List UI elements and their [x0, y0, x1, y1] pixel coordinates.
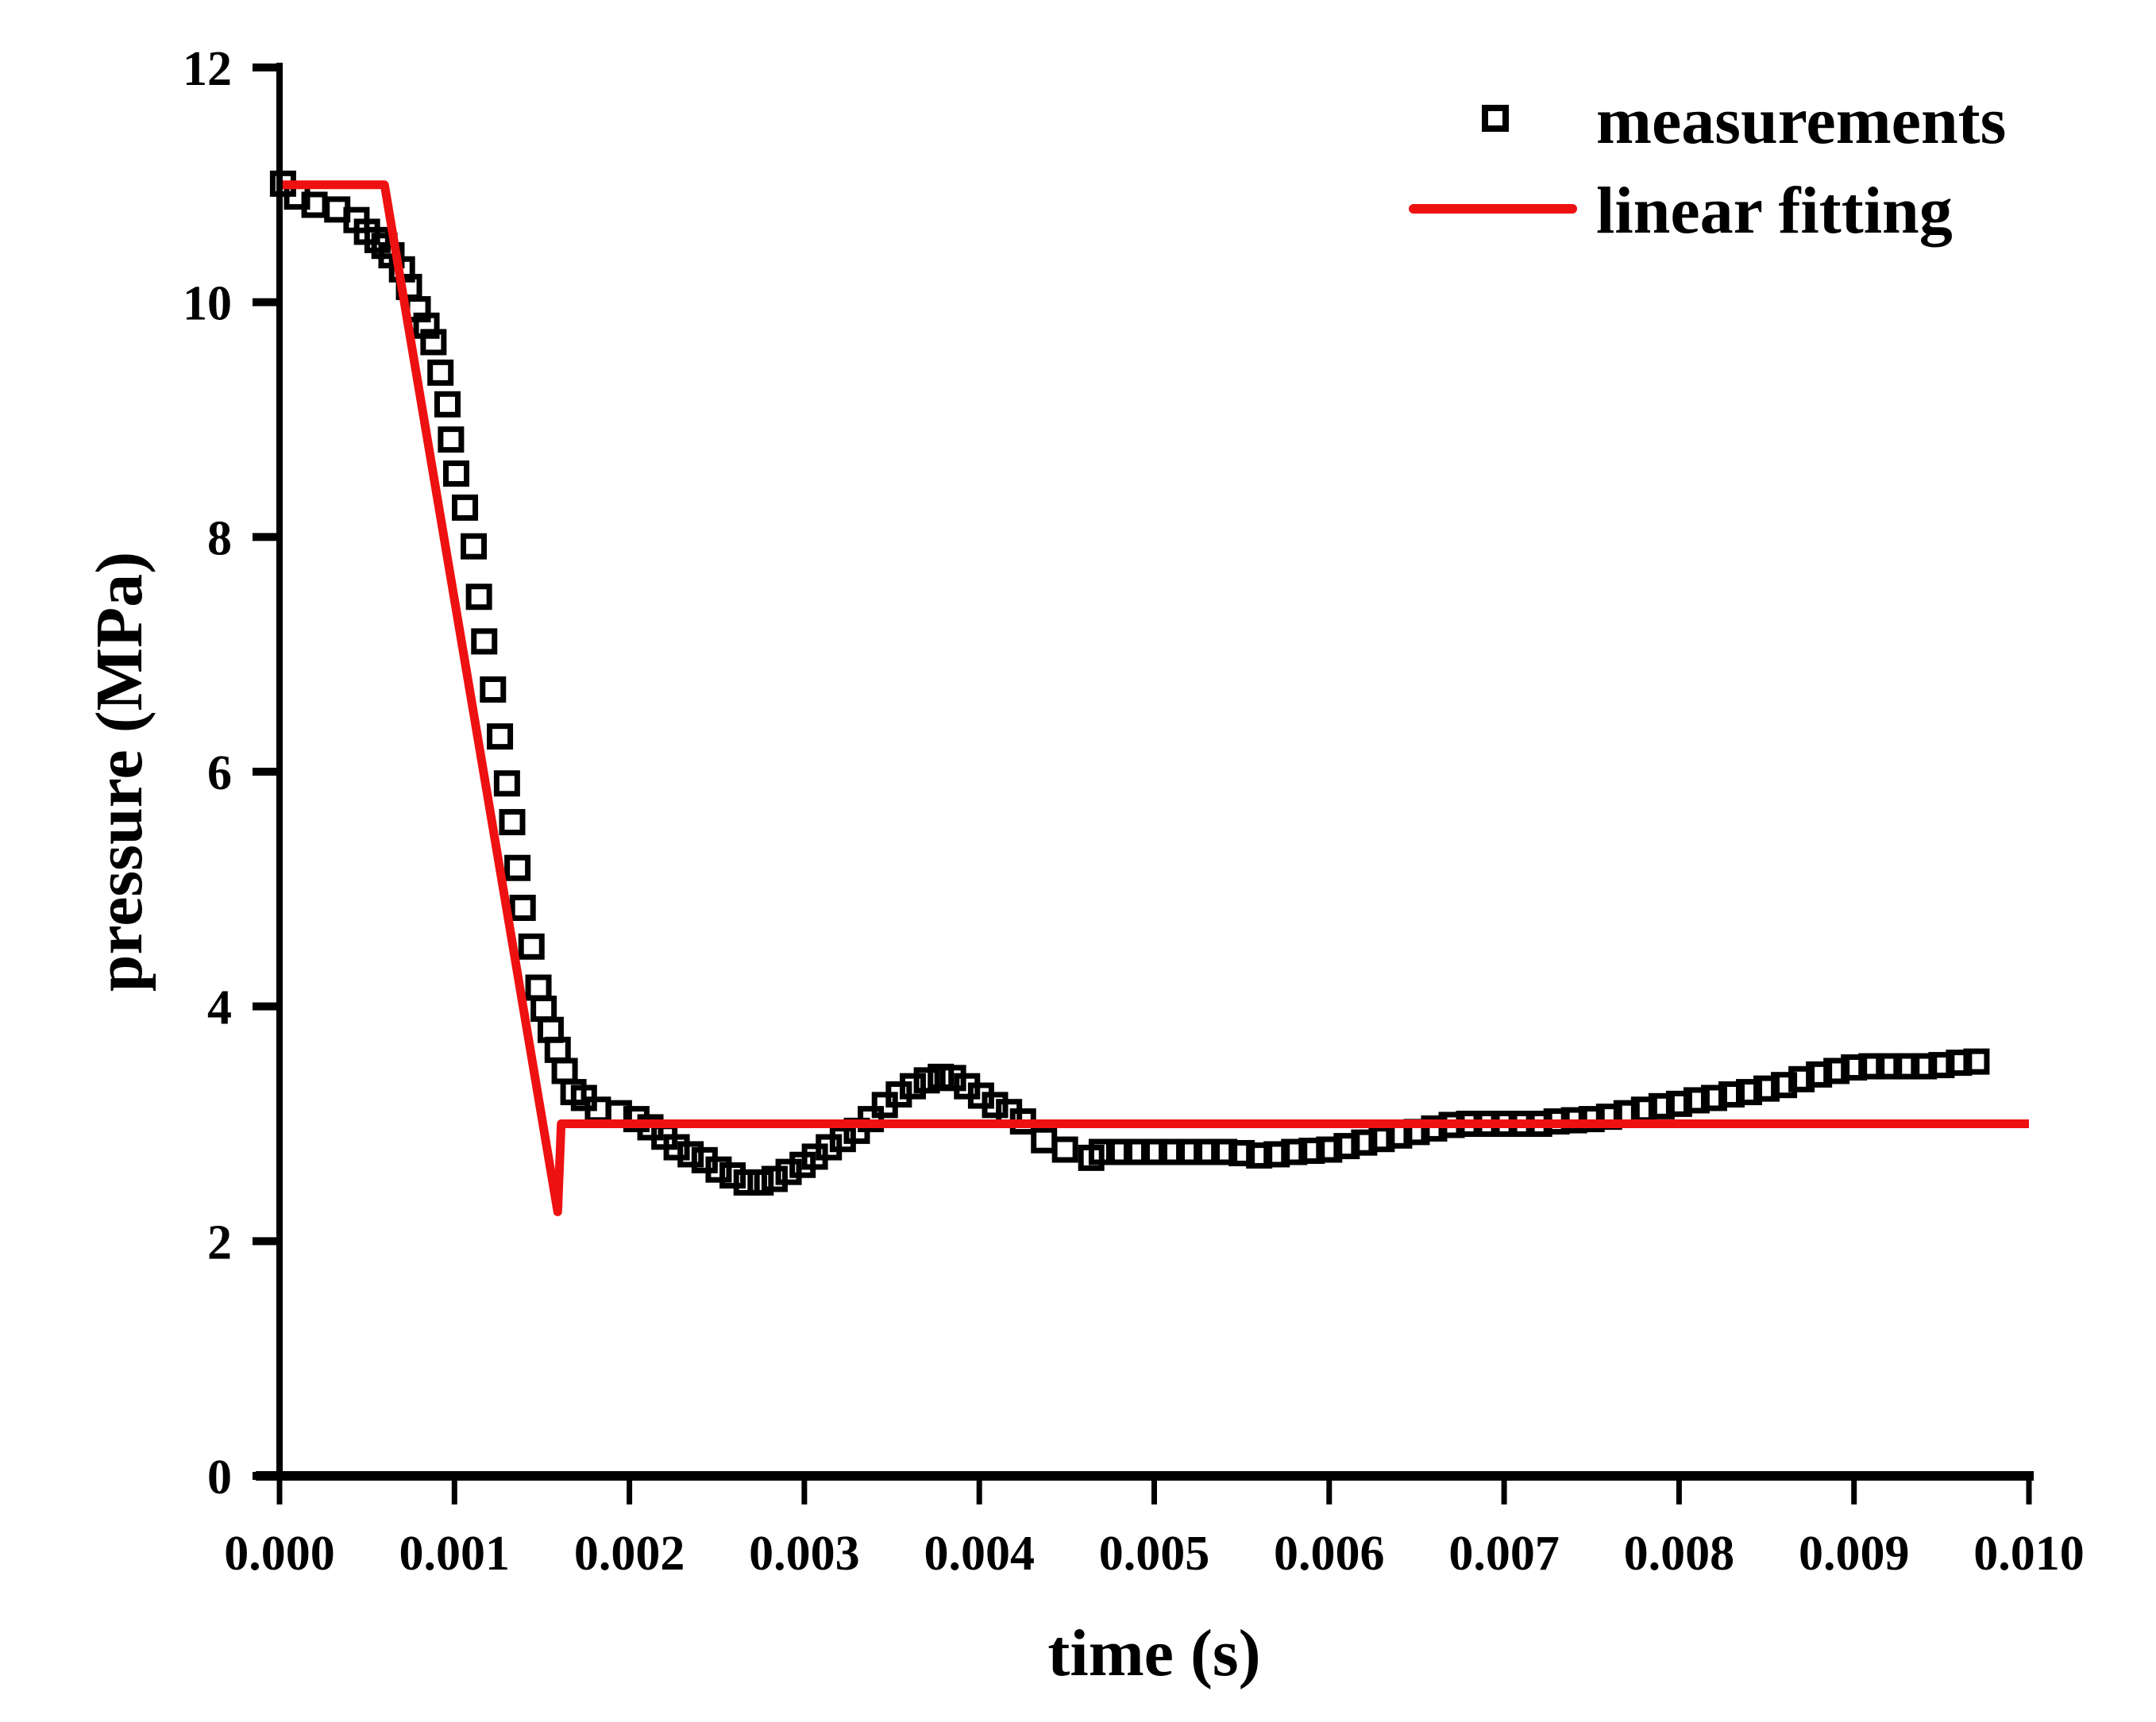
linear-fitting-line [280, 180, 2029, 1216]
measurement-point [982, 1092, 1009, 1119]
measurement-point [1176, 1138, 1203, 1165]
y-tick-label: 8 [207, 511, 232, 565]
y-tick-label: 2 [207, 1215, 232, 1269]
measurement-point [1911, 1053, 1938, 1080]
legend-linear-fitting-label: linear fitting [1596, 174, 1953, 248]
measurement-point [1105, 1138, 1132, 1165]
measurement-point [1858, 1053, 1885, 1080]
measurement-point [1351, 1129, 1378, 1156]
y-axis-title: pressure (MPa) [83, 552, 156, 992]
measurement-point [434, 391, 461, 418]
measurement-point [1421, 1115, 1448, 1142]
measurement-point [504, 854, 531, 881]
plot-area [269, 170, 2029, 1216]
measurement-point [899, 1073, 926, 1100]
measurement-point [1281, 1138, 1308, 1165]
measurement-point [1211, 1138, 1238, 1165]
measurement-point [1228, 1139, 1255, 1166]
legend-measurements-label: measurements [1596, 84, 2006, 158]
measurement-point [452, 494, 479, 521]
measurement-point [413, 312, 440, 339]
x-tick-label: 0.009 [1799, 1527, 1910, 1581]
x-tick-label: 0.005 [1099, 1527, 1210, 1581]
y-tick-label: 4 [207, 981, 232, 1035]
measurement-point [1088, 1138, 1115, 1165]
y-tick-label: 12 [183, 42, 232, 96]
axes: 0.000 0.001 0.002 0.003 0.004 0.005 0.006 0.007… [183, 42, 2085, 1581]
measurement-point [443, 460, 470, 487]
measurement-point [1648, 1092, 1675, 1119]
x-axis-title: time (s) [1047, 1616, 1260, 1690]
legend-measurements-marker-icon [1482, 105, 1509, 132]
measurement-point [858, 1106, 885, 1133]
measurement-point [1700, 1084, 1727, 1111]
x-tick-label: 0.007 [1448, 1527, 1560, 1581]
measurement-point [761, 1165, 788, 1192]
x-tick-label: 0.001 [399, 1527, 511, 1581]
x-tick-label: 0.010 [1973, 1527, 2085, 1581]
measurement-point [461, 533, 488, 560]
measurement-point [1753, 1075, 1780, 1102]
measurement-point [1823, 1057, 1850, 1084]
measurement-point [1141, 1138, 1167, 1165]
measurement-point [1928, 1052, 1955, 1079]
measurement-point [364, 226, 391, 253]
measurement-point [1788, 1065, 1815, 1092]
measurement-point [1263, 1141, 1290, 1168]
measurement-point [747, 1169, 774, 1196]
measurement-point [1368, 1126, 1395, 1153]
measurement-point [1051, 1136, 1078, 1163]
measurement-point [663, 1134, 690, 1161]
legend: measurements linear fitting [1409, 84, 2006, 248]
measurement-point [1683, 1087, 1710, 1114]
x-tick-label: 0.008 [1624, 1527, 1735, 1581]
measurement-point [1194, 1138, 1221, 1165]
measurement-point [471, 628, 498, 655]
measurement-point [1893, 1053, 1920, 1080]
measurement-point [1333, 1133, 1360, 1160]
measurement-point [1316, 1136, 1343, 1163]
measurement-point [1123, 1138, 1150, 1165]
measurement-point [1841, 1054, 1868, 1081]
measurement-point [1159, 1138, 1186, 1165]
measurement-point [1736, 1079, 1763, 1106]
x-tick-label: 0.003 [749, 1527, 860, 1581]
measurement-point [1963, 1048, 1990, 1075]
measurement-point [1806, 1061, 1833, 1088]
measurement-point [913, 1067, 940, 1094]
measurement-point [518, 933, 545, 960]
measurement-point [465, 584, 492, 611]
measurement-point [1946, 1050, 1973, 1077]
measurement-point [509, 894, 536, 921]
y-tick-label: 6 [207, 746, 232, 800]
x-tick-label: 0.000 [224, 1527, 335, 1581]
x-tick-label: 0.004 [924, 1527, 1035, 1581]
y-tick-label: 10 [183, 277, 232, 331]
y-tick-label: 0 [207, 1450, 232, 1504]
measurement-point [427, 359, 454, 386]
measurement-point [499, 809, 526, 836]
measurement-point [1298, 1138, 1325, 1165]
x-tick-label: 0.002 [574, 1527, 685, 1581]
measurement-point [480, 676, 507, 703]
measurement-point [719, 1162, 746, 1189]
measurement-point [1718, 1081, 1745, 1108]
measurement-point [438, 426, 465, 453]
measurement-point [420, 329, 447, 356]
measurement-point [733, 1169, 760, 1196]
measurement-point [493, 770, 520, 797]
measurement-point [677, 1141, 704, 1168]
measurement-point [487, 723, 514, 750]
measurement-point [775, 1158, 802, 1185]
measurement-point [1665, 1090, 1692, 1117]
measurement-point [1771, 1072, 1798, 1099]
measurement-point [1876, 1053, 1903, 1080]
measurement-point [705, 1156, 732, 1183]
measurement-point [1578, 1106, 1605, 1133]
x-tick-label: 0.006 [1274, 1527, 1385, 1581]
measurement-point [1246, 1142, 1273, 1169]
